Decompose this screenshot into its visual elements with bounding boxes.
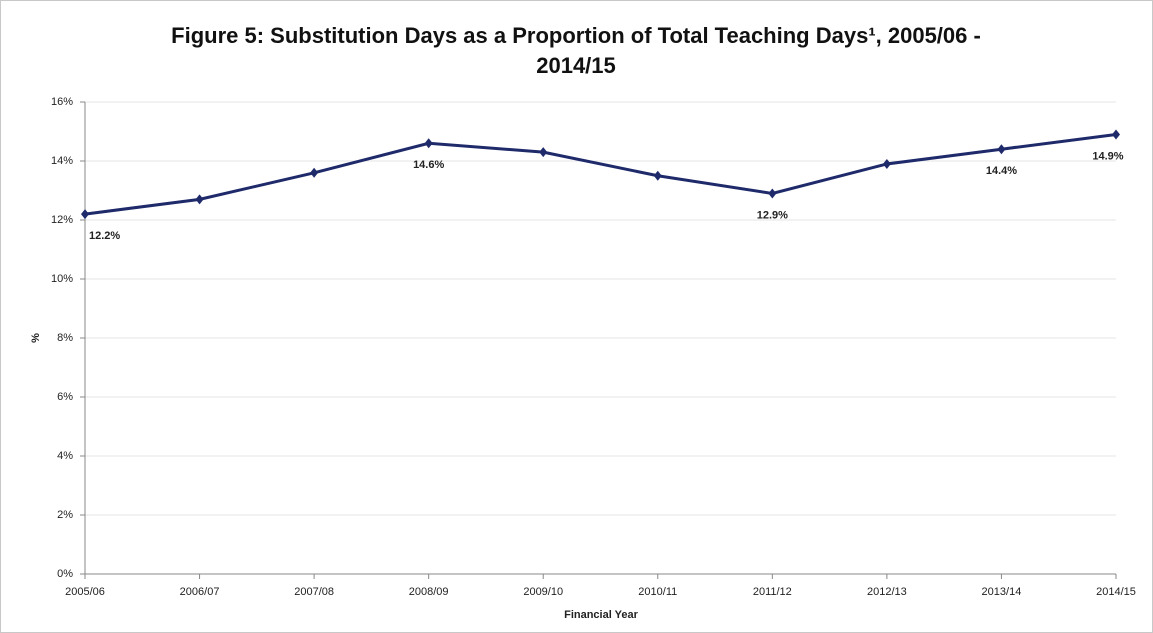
marker xyxy=(882,158,891,169)
marker xyxy=(653,170,662,181)
marker xyxy=(997,144,1006,155)
data-label: 12.2% xyxy=(89,230,120,242)
marker xyxy=(81,209,89,220)
line xyxy=(84,132,1117,216)
marker xyxy=(539,147,548,158)
x-tick-label: 2011/12 xyxy=(753,586,792,598)
x-tick-label: 2006/07 xyxy=(180,586,220,598)
x-tick-label: 2010/11 xyxy=(638,586,677,598)
y-tick-label: 0% xyxy=(57,568,73,580)
marker xyxy=(1112,129,1120,140)
x-tick-label: 2013/14 xyxy=(982,586,1022,598)
data-label: 12.9% xyxy=(757,209,788,221)
y-tick-label: 4% xyxy=(57,450,73,462)
marker xyxy=(310,167,319,178)
y-tick-label: 16% xyxy=(51,96,73,108)
x-tick-label: 2007/08 xyxy=(294,586,334,598)
marker xyxy=(195,194,204,205)
marker xyxy=(424,138,433,149)
y-axis-label: % xyxy=(30,333,42,343)
y-tick-label: 2% xyxy=(57,509,73,521)
y-tick-label: 6% xyxy=(57,391,73,403)
y-tick-label: 8% xyxy=(57,332,73,344)
x-tick-label: 2005/06 xyxy=(65,586,105,598)
data-label: 14.9% xyxy=(1092,150,1123,162)
x-tick-label: 2009/10 xyxy=(523,586,563,598)
y-tick-label: 14% xyxy=(51,155,73,167)
x-axis-label: Financial Year xyxy=(564,609,639,621)
data-label: 14.4% xyxy=(986,165,1017,177)
x-tick-label: 2014/15 xyxy=(1096,586,1136,598)
chart-title: Figure 5: Substitution Days as a Proport… xyxy=(171,23,981,78)
x-tick-label: 2008/09 xyxy=(409,586,449,598)
data-label: 14.6% xyxy=(413,159,444,171)
marker xyxy=(768,188,777,199)
y-tick-label: 10% xyxy=(51,273,73,285)
x-tick-label: 2012/13 xyxy=(867,586,907,598)
y-tick-label: 12% xyxy=(51,214,73,226)
